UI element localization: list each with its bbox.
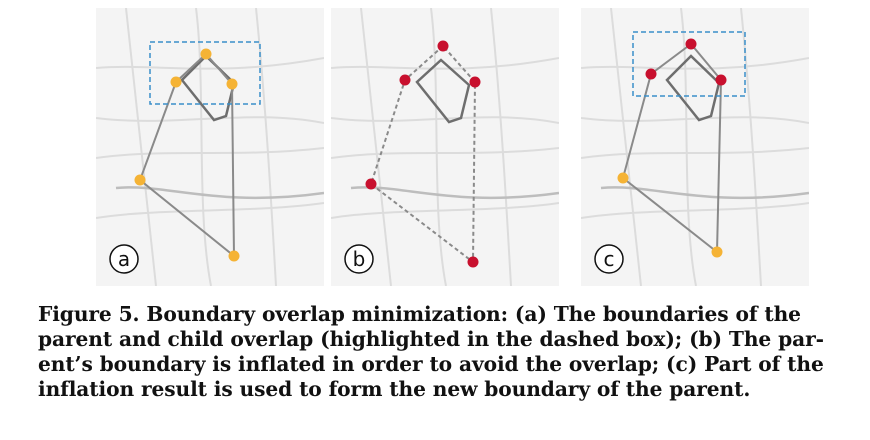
map-roads (581, 8, 809, 286)
vertex (469, 76, 481, 88)
inflated-vertices (645, 38, 727, 86)
map-major-road (600, 186, 809, 200)
panel-label-circle (344, 244, 374, 274)
parent-vertices (134, 48, 240, 262)
map-major-road (115, 186, 324, 200)
panel-label-b: b (353, 247, 366, 271)
child-boundary (180, 54, 236, 122)
map-background (581, 8, 809, 286)
vertex (617, 172, 629, 184)
vertex (645, 68, 657, 80)
parent-vertices (617, 172, 723, 258)
vertex (437, 40, 449, 52)
vertex (226, 78, 238, 90)
map-figure-b: b (331, 8, 559, 286)
panel-label-circle (109, 244, 139, 274)
vertex (399, 74, 411, 86)
dashed-overlap-box (149, 41, 261, 105)
map-roads (331, 8, 559, 286)
vertex (715, 74, 727, 86)
vertex (134, 174, 146, 186)
vertex (228, 250, 240, 262)
child-boundary (415, 58, 471, 124)
caption-line: inflation result is used to form the new… (38, 377, 751, 401)
child-boundary (665, 54, 721, 122)
vertex (170, 76, 182, 88)
parent-boundary (138, 52, 236, 259)
vertex (685, 38, 697, 50)
panel-label-c: c (604, 247, 615, 271)
map-figure-a: a (96, 8, 324, 286)
caption-line: Figure 5. Boundary overlap minimization:… (38, 302, 801, 326)
figure-caption: Figure 5. Boundary overlap minimization:… (38, 302, 838, 402)
map-roads (96, 8, 324, 286)
inflated-parent-boundary (369, 44, 477, 265)
caption-line: parent and child overlap (highlighted in… (38, 327, 824, 351)
panel-label-circle (594, 244, 624, 274)
panel-label-a: a (118, 247, 130, 271)
caption-line: ent’s boundary is inflated in order to a… (38, 352, 824, 376)
vertex (200, 48, 212, 60)
panel-a: a (96, 8, 324, 286)
vertex (467, 256, 479, 268)
vertex (711, 246, 723, 258)
inflated-vertices (365, 40, 481, 268)
dashed-overlap-box (632, 31, 746, 97)
panel-c: c (581, 8, 809, 286)
panel-b: b (331, 8, 559, 286)
new-parent-boundary (621, 42, 723, 255)
map-figure-c: c (581, 8, 809, 286)
vertex (365, 178, 377, 190)
